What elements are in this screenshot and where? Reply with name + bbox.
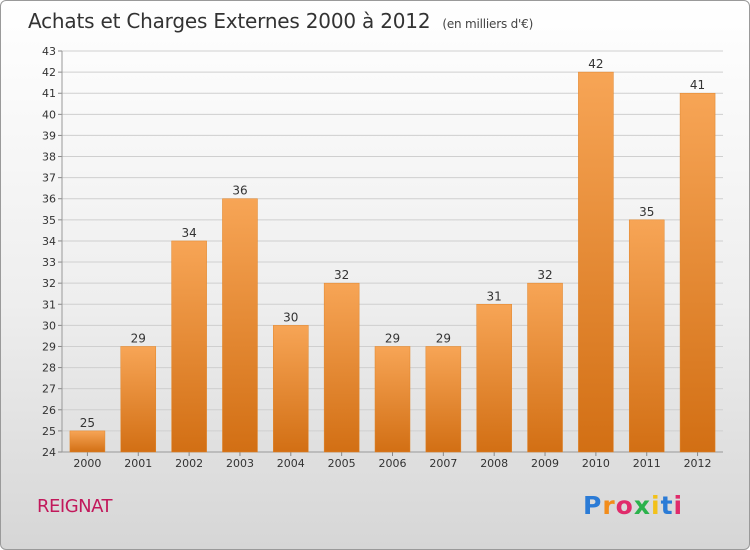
bar-2003 [222, 198, 258, 453]
chart-title: Achats et Charges Externes 2000 à 2012 (e… [28, 9, 533, 33]
chart-title-text: Achats et Charges Externes 2000 à 2012 [28, 9, 431, 33]
logo-letter: x [633, 491, 651, 520]
data-label: 29 [385, 331, 400, 345]
data-label: 30 [283, 310, 298, 324]
x-tick-label: 2000 [73, 457, 101, 470]
x-tick-label: 2011 [633, 457, 661, 470]
x-tick-label: 2004 [277, 457, 305, 470]
bar-2009 [527, 282, 563, 453]
bar-2004 [273, 325, 309, 453]
x-tick-label: 2008 [480, 457, 508, 470]
y-tick-label: 39 [42, 129, 56, 142]
bar-2006 [374, 346, 411, 453]
y-tick-label: 25 [42, 425, 56, 438]
bars [69, 71, 716, 453]
x-tick-label: 2007 [429, 457, 457, 470]
y-tick-label: 36 [42, 193, 56, 206]
data-label: 35 [639, 205, 654, 219]
x-tick-label: 2010 [582, 457, 610, 470]
logo-letter: o [615, 491, 634, 520]
data-label: 29 [131, 331, 146, 345]
y-tick-label: 40 [42, 108, 56, 121]
proxiti-logo[interactable]: Proxiti [583, 491, 683, 520]
data-label: 36 [232, 184, 247, 198]
bar-2000 [69, 430, 106, 453]
logo-letter: i [651, 491, 661, 520]
y-tick-label: 35 [42, 214, 56, 227]
x-tick-label: 2002 [175, 457, 203, 470]
x-tick-label: 2009 [531, 457, 559, 470]
y-tick-label: 29 [42, 340, 56, 353]
data-label: 42 [588, 57, 603, 71]
bar-2010 [578, 71, 614, 453]
y-tick-label: 43 [42, 45, 56, 58]
data-label: 32 [537, 268, 552, 282]
data-label: 25 [80, 416, 95, 430]
bar-2002 [171, 240, 207, 453]
y-tick-label: 27 [42, 383, 56, 396]
bar-2008 [476, 304, 512, 453]
y-tick-label: 38 [42, 151, 56, 164]
x-tick-label: 2003 [226, 457, 254, 470]
bar-2001 [120, 346, 157, 453]
y-tick-label: 26 [42, 404, 56, 417]
city-name: REIGNAT [37, 496, 113, 517]
logo-letter: r [602, 491, 616, 520]
y-tick-label: 41 [42, 87, 56, 100]
data-label: 41 [690, 78, 705, 92]
x-tick-label: 2006 [379, 457, 407, 470]
y-tick-label: 42 [42, 66, 56, 79]
x-tick-label: 2005 [328, 457, 356, 470]
y-tick-label: 33 [42, 256, 56, 269]
logo-letter: i [673, 491, 684, 520]
data-label: 31 [487, 289, 502, 303]
bar-2011 [628, 219, 665, 453]
y-tick-label: 28 [42, 362, 56, 375]
x-tick-label: 2001 [124, 457, 152, 470]
y-tick-label: 30 [42, 319, 56, 332]
y-tick-label: 24 [42, 446, 56, 459]
logo-letter: t [660, 491, 674, 520]
y-tick-label: 37 [42, 172, 56, 185]
data-label: 29 [436, 331, 451, 345]
data-label: 32 [334, 268, 349, 282]
chart-unit-label: (en milliers d'€) [442, 17, 534, 31]
data-label: 34 [181, 226, 196, 240]
data-labels: 25 29 34 36 30 32 29 29 31 32 42 35 41 [80, 57, 705, 430]
bar-2005 [323, 282, 360, 453]
bar-2012 [679, 92, 716, 453]
bar-2007 [425, 346, 462, 453]
y-tick-label: 32 [42, 277, 56, 290]
y-tick-label: 31 [42, 298, 56, 311]
y-tick-label: 34 [42, 235, 56, 248]
logo-letter: P [583, 491, 603, 520]
x-tick-label: 2012 [684, 457, 712, 470]
